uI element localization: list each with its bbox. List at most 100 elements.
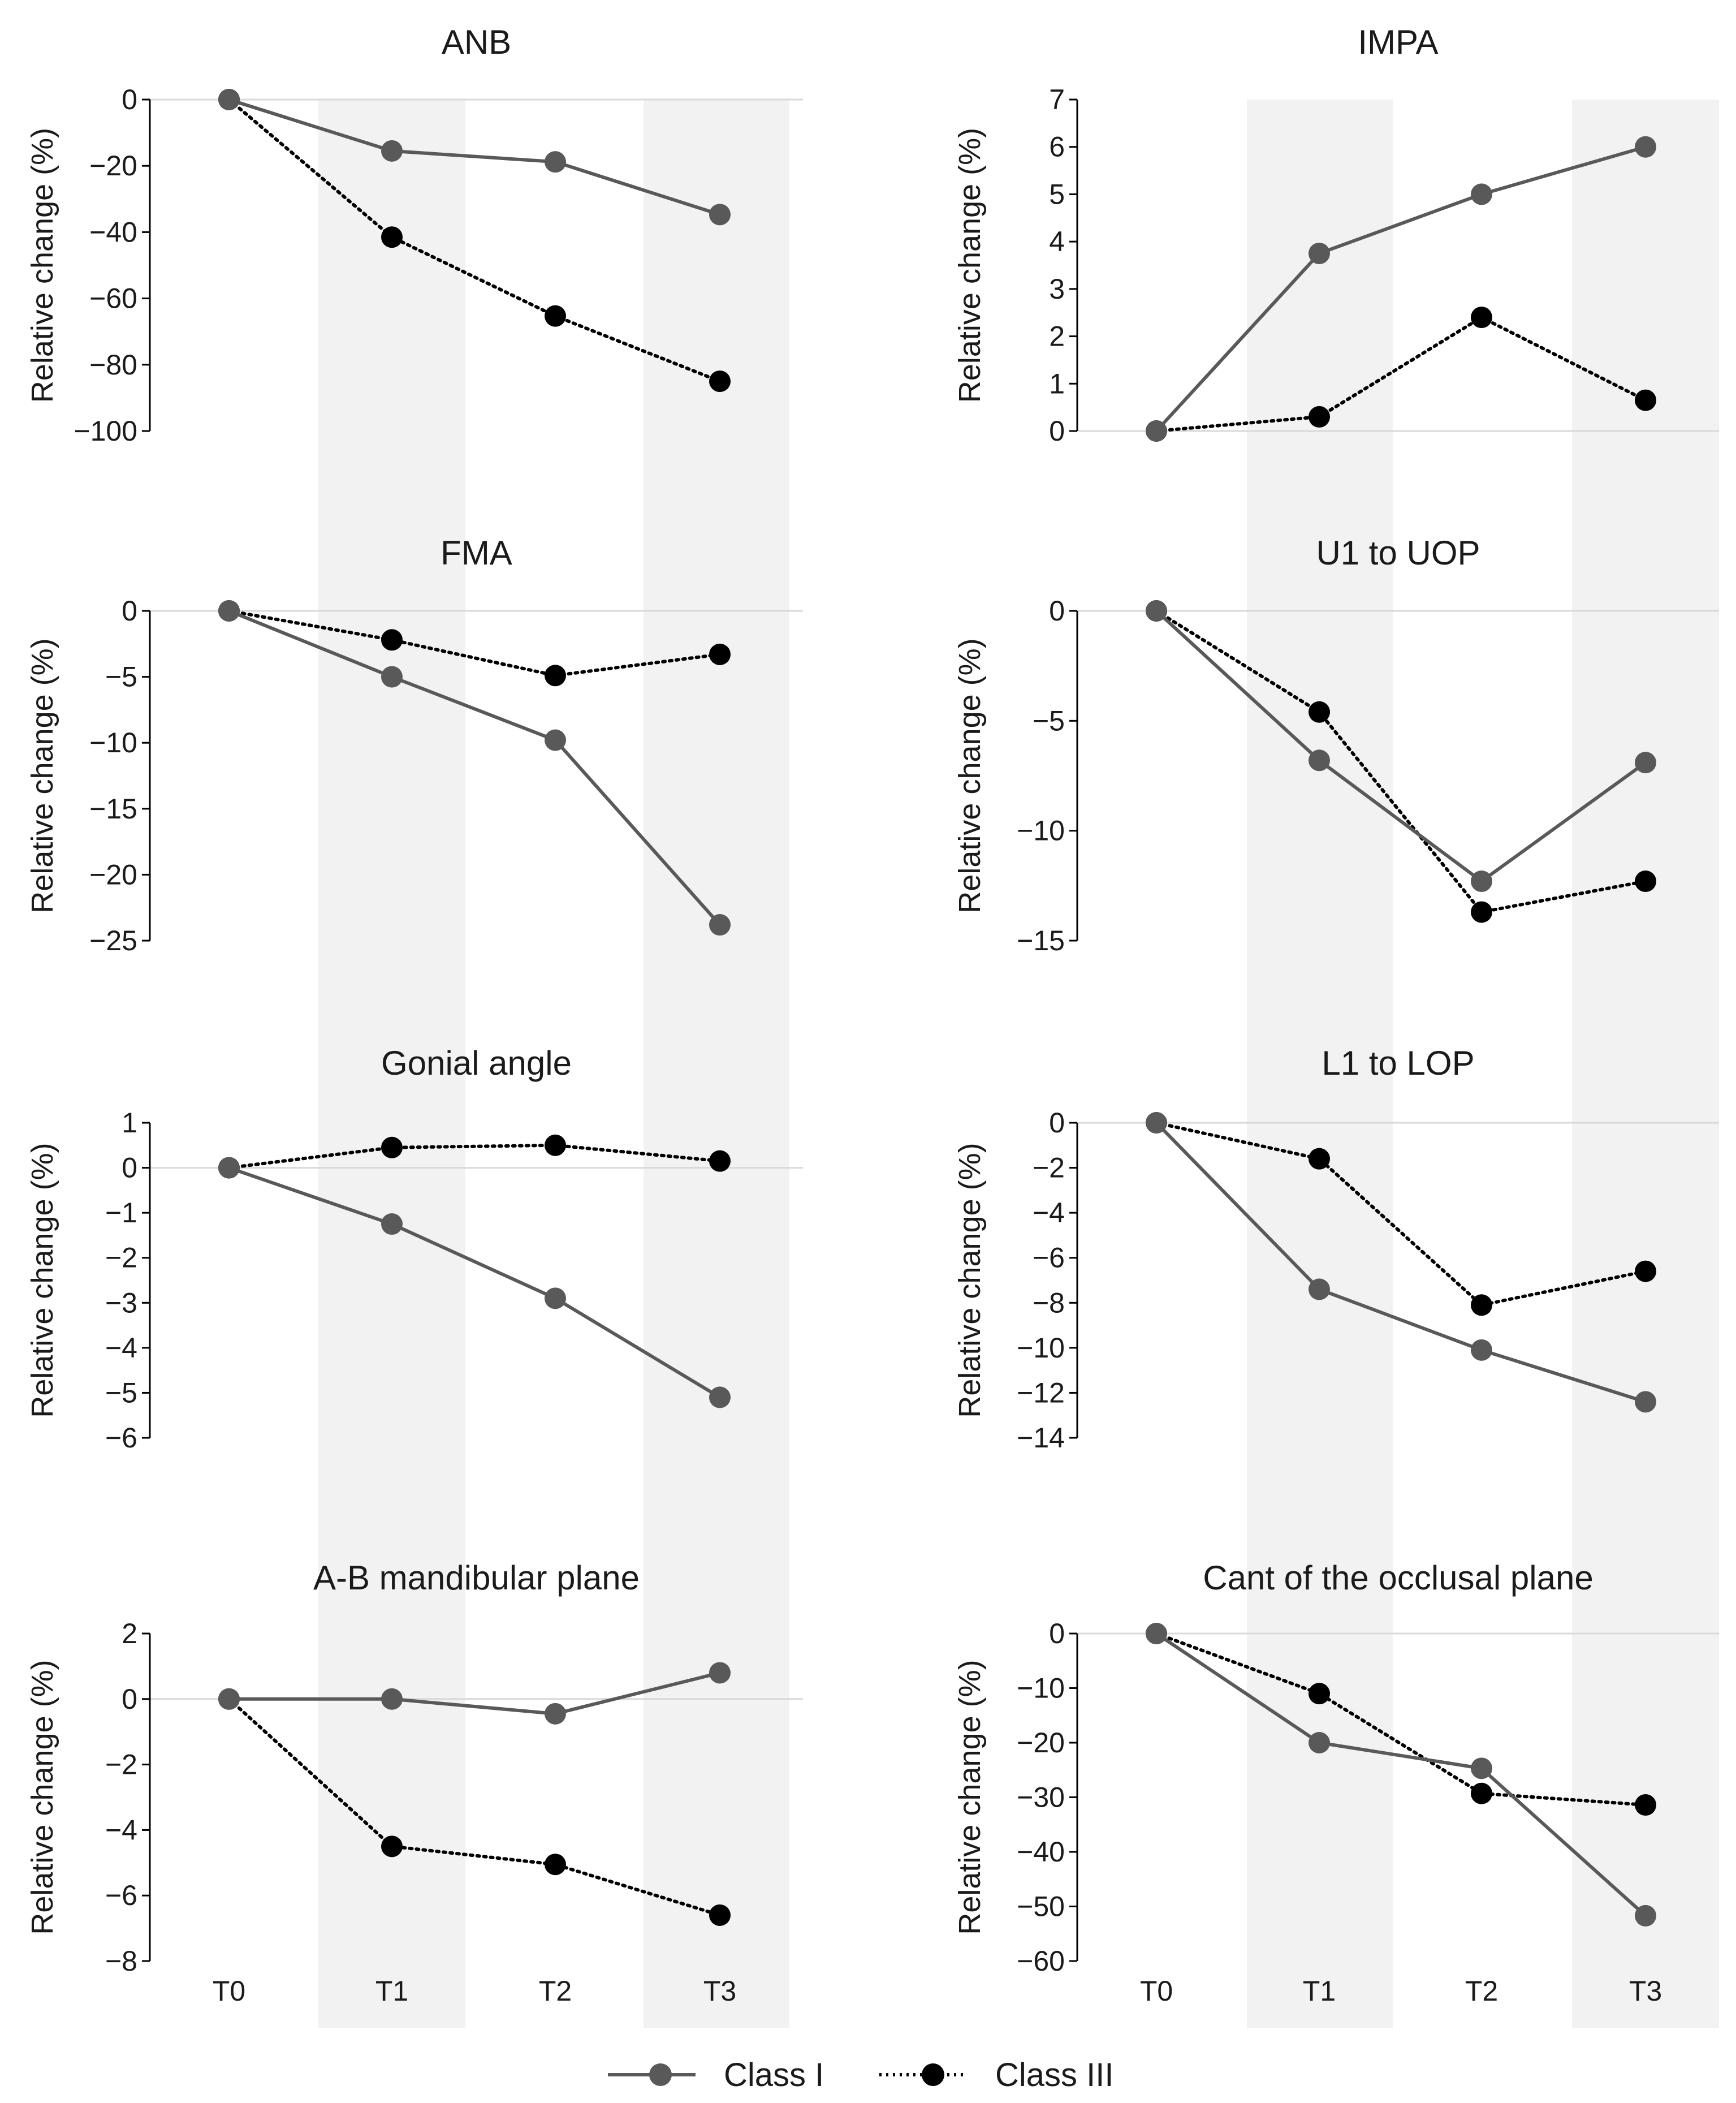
chart-title: FMA: [441, 534, 512, 572]
data-point-class-iii-t1: [381, 1136, 403, 1158]
data-point-class-i-t3: [1635, 136, 1656, 158]
x-tick-label: T2: [539, 1975, 572, 2007]
y-tick-label: −80: [89, 349, 137, 381]
y-tick-label: −60: [1017, 1945, 1065, 1977]
y-tick-label: 7: [1049, 84, 1065, 115]
series-line: [1155, 1632, 1647, 1917]
data-point-class-i-t1: [1309, 1278, 1330, 1300]
y-tick-label: 1: [122, 1107, 137, 1139]
chart-title: IMPA: [1358, 23, 1438, 61]
y-axis-label: Relative change (%): [953, 128, 987, 403]
data-point-class-i-t2: [1471, 183, 1492, 205]
shaded-band-col2-t3: [1572, 100, 1719, 2028]
legend: Class I Class III: [608, 2057, 1114, 2093]
chart-u1-to-uop: U1 to UOP 0 −5 −10 −15 Relative change (%): [953, 534, 1719, 956]
chart-title: L1 to LOP: [1322, 1044, 1474, 1082]
background-shading: [318, 100, 1719, 2028]
y-tick-label: −8: [1033, 1287, 1065, 1318]
data-point-class-iii-t2: [1471, 307, 1492, 329]
y-tick-label: 0: [1049, 415, 1065, 447]
series-line: [228, 98, 720, 217]
data-point-class-iii-t3: [709, 1904, 731, 1926]
chart-l1-to-lop: L1 to LOP 0 −2 −4 −6 −8 −10 −12 −14 Relative chan…: [953, 1044, 1719, 1454]
y-tick-label: 0: [122, 84, 137, 115]
data-point-class-i-t1: [1309, 749, 1330, 772]
data-point-class-iii-t2: [1471, 901, 1492, 923]
data-point-class-iii-t2: [545, 1134, 566, 1156]
y-tick-label: −25: [89, 925, 137, 956]
y-tick-label: −10: [1017, 1673, 1065, 1704]
y-tick-label: −100: [74, 415, 137, 447]
series-line: [227, 1143, 722, 1170]
y-tick-label: −5: [1033, 705, 1065, 736]
data-point-class-i-t2: [545, 1703, 566, 1725]
y-tick-label: −8: [105, 1945, 137, 1977]
data-point-class-iii-t2: [1471, 1294, 1492, 1316]
chart-cant-of-the-occlusal-plane: Cant of the occlusal plane 0 −10 −20 −30 −40 −…: [953, 1559, 1719, 2007]
x-tick-label: T1: [375, 1975, 408, 2007]
y-tick-label: 5: [1049, 178, 1065, 210]
data-point-class-i-t1: [381, 1688, 403, 1710]
y-tick-label: 3: [1049, 273, 1065, 305]
data-point-class-i-t1: [381, 140, 403, 162]
y-tick-label: −20: [89, 859, 137, 890]
data-point-class-i-t0: [218, 1688, 240, 1710]
data-point-class-i-t0: [218, 600, 240, 622]
y-tick-label: −6: [105, 1422, 137, 1454]
y-tick-label: −2: [105, 1242, 137, 1274]
data-point-class-iii-t3: [1635, 870, 1656, 893]
series-line: [1155, 609, 1647, 884]
x-tick-label: T3: [703, 1975, 736, 2007]
y-tick-label: −14: [1017, 1422, 1065, 1454]
data-point-class-iii-t1: [381, 1835, 403, 1858]
y-tick-label: 4: [1049, 226, 1065, 257]
data-point-class-iii-t1: [381, 629, 403, 651]
y-tick-label: −1: [105, 1197, 137, 1229]
y-tick-label: −2: [1033, 1152, 1065, 1184]
legend-class-i-label: Class I: [724, 2057, 824, 2093]
x-tick-label: T0: [213, 1975, 245, 2007]
y-tick-label: −6: [105, 1880, 137, 1911]
data-point-class-i-t1: [1309, 243, 1330, 265]
series-class-i: [218, 1662, 731, 1725]
y-tick-label: 0: [1049, 595, 1065, 627]
data-point-class-iii-t3: [709, 643, 731, 665]
data-point-class-iii-t2: [545, 1854, 566, 1876]
chart-title: U1 to UOP: [1316, 534, 1480, 572]
y-tick-label: −6: [1033, 1242, 1065, 1274]
x-tick-label: T0: [1140, 1975, 1173, 2007]
chart-fma: FMA 0 −5 −10 −15 −20 −25 Relative change (%): [25, 534, 803, 956]
y-tick-label: −5: [105, 661, 137, 693]
chart-title: ANB: [442, 23, 511, 61]
y-tick-label: −10: [1017, 1332, 1065, 1364]
data-point-class-i-t3: [709, 1662, 731, 1684]
series-class-i: [218, 600, 731, 936]
series-line: [1155, 145, 1646, 433]
series-class-i: [218, 89, 731, 226]
data-point-class-i-t2: [1471, 1757, 1492, 1779]
data-point-class-i-t1: [381, 1213, 403, 1235]
series-class-i: [218, 1157, 731, 1408]
y-tick-label: −4: [105, 1814, 137, 1846]
data-point-class-i-t0: [1146, 1623, 1167, 1644]
y-axis-label: Relative change (%): [25, 1143, 59, 1417]
data-point-class-iii-t1: [381, 226, 403, 248]
data-point-class-i-t0: [1146, 420, 1167, 442]
y-tick-label: 2: [1049, 321, 1065, 352]
y-tick-label: −40: [1017, 1836, 1065, 1868]
data-point-class-i-t3: [1635, 752, 1656, 774]
chart-a-b-mandibular-plane: A-B mandibular plane 2 0 −2 −4 −6 −8 Relative c…: [25, 1559, 803, 2007]
data-point-class-i-t0: [1146, 1112, 1167, 1134]
y-axis-label: Relative change (%): [953, 1143, 987, 1417]
series-line: [1155, 609, 1647, 914]
y-tick-label: 1: [1049, 368, 1065, 399]
data-point-class-iii-t1: [1309, 406, 1330, 428]
series-class-i: [1146, 600, 1656, 893]
legend-class-iii-marker: [922, 2063, 944, 2086]
y-axis-label: Relative change (%): [953, 638, 987, 913]
y-tick-label: 0: [1049, 1107, 1065, 1139]
data-point-class-i-t3: [709, 204, 731, 226]
y-tick-label: −60: [89, 283, 137, 314]
